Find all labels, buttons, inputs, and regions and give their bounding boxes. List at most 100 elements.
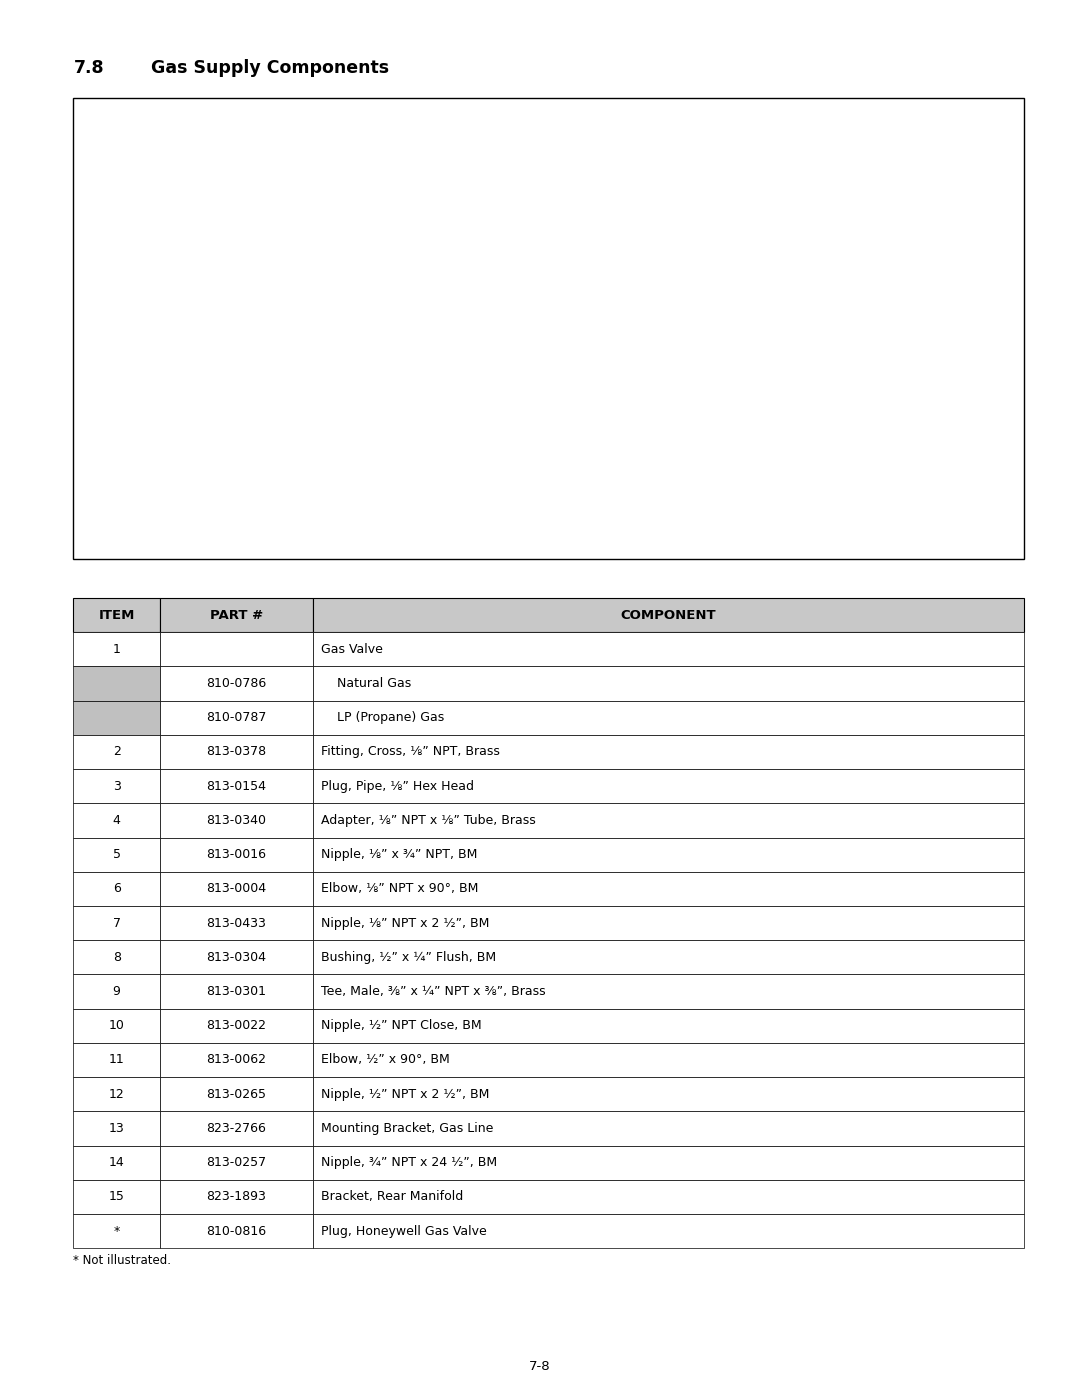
Text: Tee, Male, ⅜” x ¼” NPT x ⅜”, Brass: Tee, Male, ⅜” x ¼” NPT x ⅜”, Brass (321, 985, 545, 997)
Circle shape (589, 284, 642, 309)
Ellipse shape (703, 193, 727, 205)
Bar (711, 214, 734, 236)
Text: 6: 6 (112, 883, 121, 895)
Bar (577, 194, 719, 204)
Text: * Not illustrated.: * Not illustrated. (73, 1255, 172, 1267)
Bar (681, 219, 758, 229)
Bar (644, 154, 667, 176)
Text: Plug, Honeywell Gas Valve: Plug, Honeywell Gas Valve (321, 1225, 486, 1238)
Ellipse shape (632, 172, 675, 180)
Text: Bracket, Rear Manifold: Bracket, Rear Manifold (321, 1190, 463, 1203)
Ellipse shape (147, 351, 171, 379)
Text: Mounting Bracket, Gas Line: Mounting Bracket, Gas Line (321, 1122, 494, 1134)
Text: 8: 8 (565, 152, 571, 162)
Text: 9: 9 (536, 180, 542, 190)
Text: 813-0004: 813-0004 (206, 883, 267, 895)
Circle shape (572, 275, 658, 317)
Text: 12: 12 (109, 1088, 124, 1101)
Text: 813-0301: 813-0301 (206, 985, 267, 997)
Text: 15: 15 (109, 1190, 124, 1203)
Circle shape (791, 224, 839, 249)
Circle shape (456, 398, 509, 425)
Text: 2: 2 (811, 231, 818, 242)
Bar (719, 254, 758, 268)
Text: 9: 9 (112, 985, 121, 997)
Bar (501, 372, 739, 388)
Text: 13: 13 (109, 1122, 124, 1134)
Ellipse shape (636, 136, 674, 144)
Circle shape (543, 145, 592, 169)
Circle shape (735, 370, 789, 397)
Bar (159, 352, 568, 379)
Ellipse shape (705, 281, 734, 302)
Circle shape (133, 397, 157, 408)
Ellipse shape (616, 352, 653, 370)
Ellipse shape (535, 345, 600, 386)
Text: 1: 1 (802, 305, 809, 314)
Text: 4: 4 (112, 814, 121, 827)
Text: 4: 4 (850, 201, 856, 211)
Text: 7: 7 (669, 116, 675, 126)
Ellipse shape (710, 211, 733, 215)
Bar (634, 176, 672, 194)
Text: 13: 13 (476, 407, 488, 416)
Bar (719, 191, 767, 200)
Ellipse shape (636, 148, 674, 158)
Bar (719, 194, 758, 201)
Circle shape (828, 194, 877, 218)
Bar (577, 272, 624, 310)
Circle shape (575, 486, 627, 511)
Text: 10: 10 (109, 1020, 124, 1032)
Text: 8: 8 (112, 951, 121, 964)
Circle shape (771, 169, 821, 193)
Text: 813-0304: 813-0304 (206, 951, 267, 964)
Text: 823-1893: 823-1893 (206, 1190, 267, 1203)
Text: PART #: PART # (210, 609, 264, 622)
Text: 2: 2 (112, 746, 121, 759)
Bar (644, 140, 667, 154)
Bar (616, 194, 691, 208)
Text: COMPONENT: COMPONENT (621, 609, 716, 622)
Text: 7-8: 7-8 (529, 1359, 551, 1373)
Text: Bushing, ½” x ¼” Flush, BM: Bushing, ½” x ¼” Flush, BM (321, 951, 496, 964)
Text: 813-0257: 813-0257 (206, 1157, 267, 1169)
Text: Elbow, ⅛” NPT x 90°, BM: Elbow, ⅛” NPT x 90°, BM (321, 883, 478, 895)
Circle shape (781, 298, 829, 321)
Polygon shape (121, 319, 178, 420)
Circle shape (313, 390, 366, 415)
Text: Gas Valve: Gas Valve (321, 643, 382, 655)
Text: Fitting, Cross, ⅛” NPT, Brass: Fitting, Cross, ⅛” NPT, Brass (321, 746, 500, 759)
Text: 14: 14 (109, 1157, 124, 1169)
Text: Adapter, ⅛” NPT x ⅛” Tube, Brass: Adapter, ⅛” NPT x ⅛” Tube, Brass (321, 814, 536, 827)
Text: 14: 14 (334, 398, 346, 407)
Text: 5: 5 (793, 176, 799, 186)
Bar (739, 268, 758, 278)
Ellipse shape (696, 275, 743, 307)
Text: 10: 10 (728, 338, 740, 346)
Text: 7.8: 7.8 (73, 59, 104, 77)
Circle shape (514, 173, 564, 197)
Text: 813-0062: 813-0062 (206, 1053, 267, 1066)
Text: 5: 5 (112, 848, 121, 861)
Text: 11: 11 (757, 379, 768, 388)
Text: 813-0154: 813-0154 (206, 780, 267, 792)
Text: 813-0433: 813-0433 (206, 916, 267, 929)
Text: 810-0786: 810-0786 (206, 678, 267, 690)
Bar (606, 319, 634, 356)
Circle shape (604, 291, 626, 302)
Ellipse shape (549, 352, 586, 377)
Text: 3: 3 (816, 265, 823, 275)
Text: Plug, Pipe, ⅛” Hex Head: Plug, Pipe, ⅛” Hex Head (321, 780, 474, 792)
Text: 810-0787: 810-0787 (206, 711, 267, 724)
Ellipse shape (751, 219, 765, 229)
Text: 810-0816: 810-0816 (206, 1225, 267, 1238)
Ellipse shape (675, 219, 689, 229)
Text: ITEM: ITEM (98, 609, 135, 622)
Text: 15: 15 (219, 430, 231, 439)
Bar (596, 356, 620, 476)
Text: Nipple, ½” NPT x 2 ½”, BM: Nipple, ½” NPT x 2 ½”, BM (321, 1088, 489, 1101)
Bar (568, 208, 719, 319)
Text: 813-0016: 813-0016 (206, 848, 267, 861)
Text: Nipple, ¾” NPT x 24 ½”, BM: Nipple, ¾” NPT x 24 ½”, BM (321, 1157, 497, 1169)
Text: 12: 12 (595, 495, 607, 503)
